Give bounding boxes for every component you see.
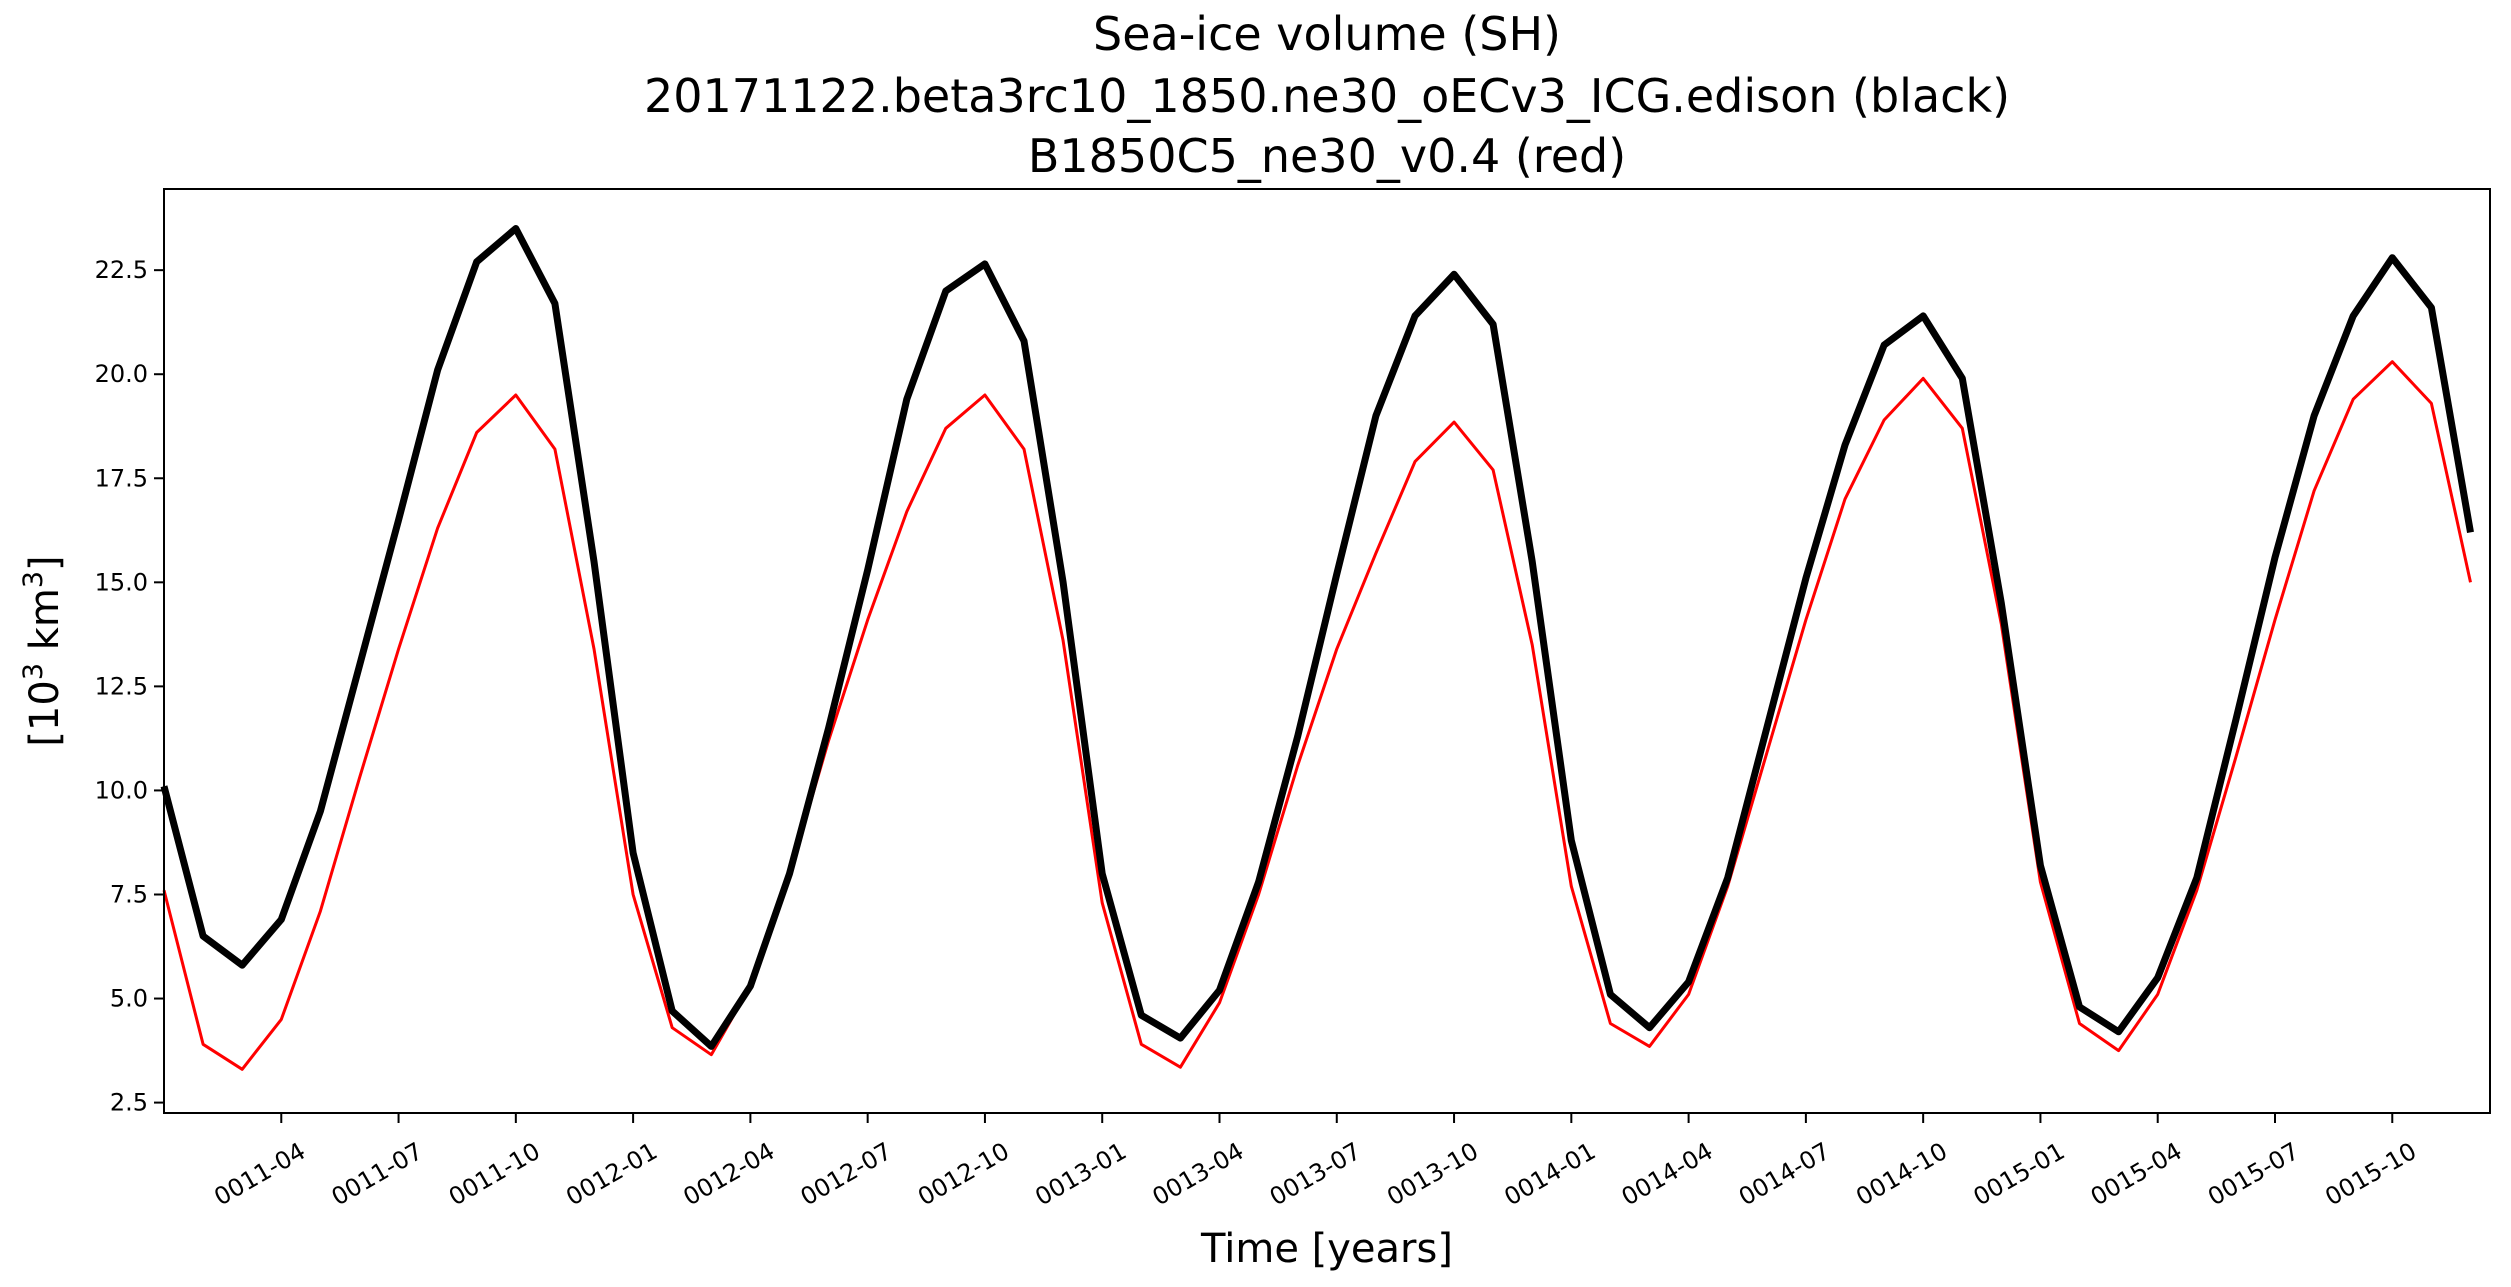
x-tick-label: 0011-07	[327, 1137, 428, 1211]
y-tick-label: 15.0	[95, 568, 148, 596]
x-tick-label: 0015-01	[1969, 1137, 2070, 1211]
y-tick-label: 17.5	[95, 464, 148, 492]
x-tick-label: 0011-10	[444, 1137, 545, 1211]
x-tick-label: 0012-10	[913, 1137, 1014, 1211]
x-axis: 0011-04 0011-07 0011-10 0012-01 0012-04 0012-…	[209, 1113, 2421, 1211]
series-layer	[160, 225, 2474, 1071]
x-tick-label: 0014-01	[1499, 1137, 1600, 1211]
x-axis-label: Time [years]	[1200, 1226, 1453, 1272]
y-tick-label: 5.0	[110, 985, 148, 1013]
x-tick-label: 0015-10	[2320, 1137, 2421, 1211]
x-tick-label: 0014-07	[1734, 1137, 1835, 1211]
y-tick-label: 10.0	[95, 776, 148, 804]
plot-area-frame	[163, 188, 2491, 1114]
y-tick-label: 20.0	[95, 360, 148, 388]
y-axis-label: [103 km3]	[18, 555, 68, 746]
x-tick-label: 0015-04	[2086, 1137, 2187, 1211]
y-tick-label: 7.5	[110, 880, 148, 908]
x-tick-label: 0015-07	[2203, 1137, 2304, 1211]
x-tick-label: 0013-01	[1030, 1137, 1131, 1211]
y-axis: 2.5 5.0 7.5 10.0 12.5 15.0 17.5 20.0 22.5	[95, 256, 164, 1117]
chart-title: Sea-ice volume (SH) 20171122.beta3rc10_1…	[644, 7, 2010, 183]
x-tick-label: 0013-10	[1382, 1137, 1483, 1211]
y-tick-label: 22.5	[95, 256, 148, 284]
x-tick-label: 0014-04	[1617, 1137, 1718, 1211]
title-line-1: Sea-ice volume (SH)	[1093, 7, 1561, 61]
title-line-2: 20171122.beta3rc10_1850.ne30_oECv3_ICG.e…	[644, 69, 2010, 123]
series-line-black	[160, 225, 2474, 1050]
x-tick-label: 0011-04	[209, 1137, 310, 1211]
x-tick-label: 0012-01	[561, 1137, 662, 1211]
series-line-red	[162, 360, 2472, 1071]
x-tick-label: 0013-07	[1265, 1137, 1366, 1211]
x-tick-label: 0012-04	[679, 1137, 780, 1211]
y-tick-label: 12.5	[95, 672, 148, 700]
x-tick-label: 0014-10	[1851, 1137, 1952, 1211]
x-tick-label: 0013-04	[1148, 1137, 1249, 1211]
y-tick-label: 2.5	[110, 1089, 148, 1117]
x-tick-label: 0012-07	[796, 1137, 897, 1211]
title-line-3: B1850C5_ne30_v0.4 (red)	[1028, 129, 1626, 183]
